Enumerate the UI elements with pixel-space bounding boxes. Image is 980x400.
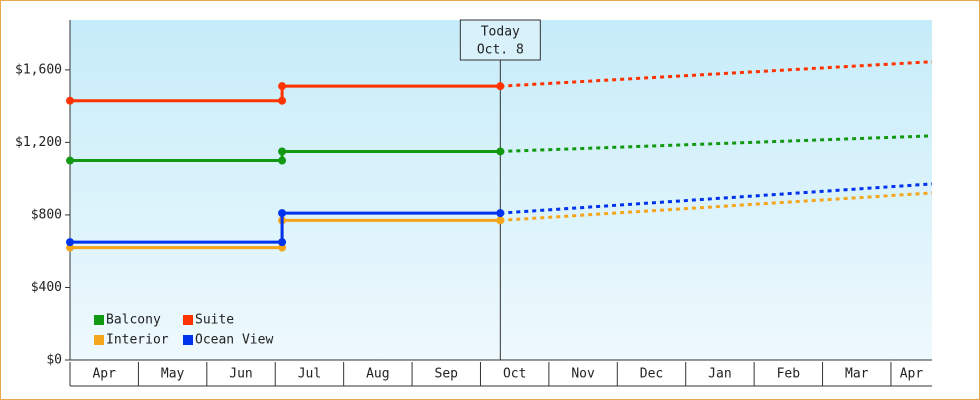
y-tick-label: $0 (46, 353, 62, 368)
today-label: Today (481, 25, 520, 40)
x-tick-label: Oct (503, 367, 526, 382)
forecast-line (500, 60, 933, 88)
legend-swatch (94, 335, 104, 345)
y-tick-label: $400 (31, 280, 62, 295)
forecast-line (500, 191, 933, 222)
plot-area (70, 20, 932, 360)
point (66, 156, 74, 165)
point (278, 238, 287, 247)
legend-label: Ocean View (195, 333, 273, 348)
point (278, 209, 287, 218)
point (278, 156, 287, 165)
x-tick-label: Jan (708, 367, 731, 382)
point (496, 216, 505, 225)
point (496, 82, 505, 91)
point (496, 209, 505, 218)
point (66, 238, 74, 247)
x-tick-label: Jun (229, 367, 252, 382)
y-tick-label: $1,200 (15, 135, 62, 150)
legend-swatch (183, 315, 193, 325)
legend-swatch (183, 335, 193, 345)
legend-label: Interior (106, 333, 169, 348)
series-line (70, 149, 501, 163)
series-line (70, 84, 501, 103)
x-tick-label: Sep (435, 367, 459, 382)
x-tick-label: Nov (571, 367, 595, 382)
point (496, 147, 505, 156)
forecast-line (500, 182, 933, 215)
legend-label: Suite (195, 313, 234, 328)
x-tick-label: Dec (640, 367, 663, 382)
x-tick-label: Feb (777, 367, 801, 382)
series-line (70, 211, 501, 244)
y-tick-label: $800 (31, 207, 62, 222)
x-tick-label: May (161, 367, 185, 382)
point (278, 96, 287, 105)
point (278, 147, 287, 156)
y-tick-label: $1,600 (15, 62, 62, 77)
legend-swatch (94, 315, 104, 325)
today-label: Oct. 8 (477, 43, 524, 58)
legend-label: Balcony (106, 313, 161, 328)
point (66, 96, 74, 105)
x-tick-label: Mar (845, 367, 869, 382)
today-box (459, 19, 541, 61)
x-tick-label: Apr (92, 367, 116, 382)
x-tick-label: Aug (366, 367, 389, 382)
point (278, 82, 287, 91)
x-tick-label: Jul (298, 367, 321, 382)
x-tick-label: Apr (900, 367, 924, 382)
